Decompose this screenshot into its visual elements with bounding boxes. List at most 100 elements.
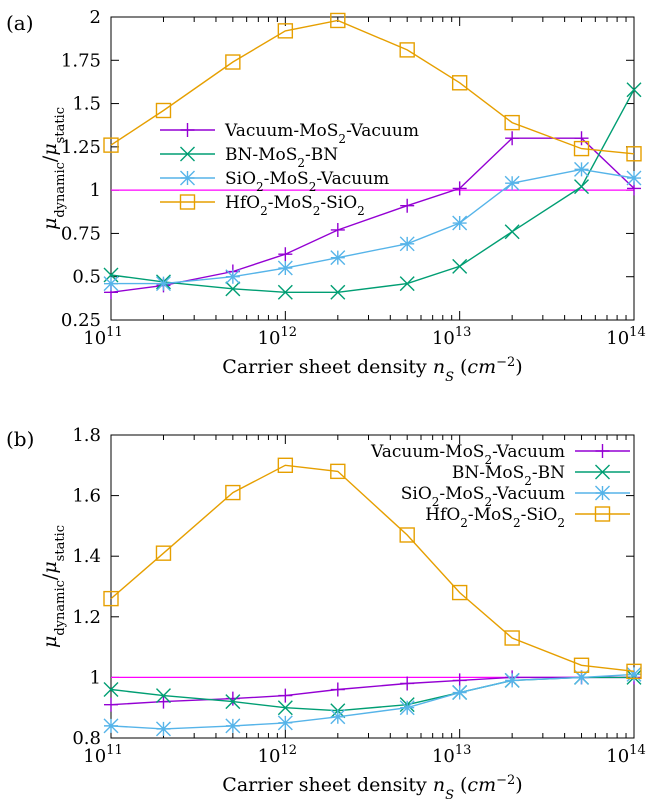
data-point xyxy=(225,691,240,706)
data-point xyxy=(330,284,346,300)
data-point xyxy=(278,688,293,703)
data-point xyxy=(225,281,241,297)
y-tick-label: 1.2 xyxy=(72,607,101,628)
y-tick-label: 0.8 xyxy=(72,728,101,749)
data-point xyxy=(504,114,520,131)
data-point xyxy=(399,276,415,292)
data-point xyxy=(626,146,642,162)
legend-label: SiO2-MoS2-Vacuum xyxy=(401,484,565,509)
legend-label: SiO2-MoS2-Vacuum xyxy=(225,169,389,194)
data-point xyxy=(156,694,171,709)
data-point xyxy=(330,250,346,266)
legend-label: Vacuum-MoS2-Vacuum xyxy=(370,442,565,467)
legend-label: HfO2-MoS2-SiO2 xyxy=(425,505,565,530)
plot-frame xyxy=(110,434,635,739)
data-point xyxy=(504,630,520,646)
y-tick-label: 1.4 xyxy=(72,546,101,567)
data-point xyxy=(103,590,119,607)
data-point xyxy=(155,276,171,292)
data-point xyxy=(277,260,293,276)
x-tick-label: 1013 xyxy=(432,325,471,349)
data-point xyxy=(155,721,171,737)
legend-label: Vacuum-MoS2-Vacuum xyxy=(224,121,419,146)
series-line xyxy=(110,137,635,293)
data-point xyxy=(504,672,520,688)
chart-panel-a: 0.25 0.5 0.75 1 1.25 1.5 1.75 2 1011 1012 1013 1014… xyxy=(6,7,646,385)
data-point xyxy=(225,718,241,734)
data-point xyxy=(399,236,415,252)
data-point xyxy=(225,54,241,70)
data-point xyxy=(104,697,118,712)
data-point xyxy=(330,12,346,29)
data-point xyxy=(574,669,590,685)
data-point xyxy=(573,140,590,157)
data-point xyxy=(330,682,345,697)
data-point xyxy=(103,276,119,292)
data-point xyxy=(278,247,293,262)
panel-label: (a) xyxy=(6,11,34,35)
x-tick-label: 1011 xyxy=(83,743,122,767)
y-tick-label: 1.6 xyxy=(72,486,101,507)
data-point xyxy=(626,663,642,680)
data-point xyxy=(277,23,294,39)
series-line xyxy=(110,464,635,672)
data-point xyxy=(225,484,241,501)
data-point xyxy=(277,284,293,300)
y-tick-label: 1.75 xyxy=(61,50,101,71)
data-point xyxy=(277,700,293,716)
data-point xyxy=(399,42,415,58)
legend-marker xyxy=(595,464,610,480)
y-tick-label: 1 xyxy=(90,667,101,688)
data-point xyxy=(573,657,590,673)
data-point xyxy=(505,131,520,146)
x-axis-label: Carrier sheet density nS (cm−2) xyxy=(222,355,522,385)
data-point xyxy=(451,75,468,91)
data-point xyxy=(626,666,642,682)
data-point xyxy=(452,181,467,196)
data-point xyxy=(400,198,415,213)
data-point xyxy=(155,688,171,704)
data-point xyxy=(452,673,467,688)
data-point xyxy=(103,682,119,698)
legend-marker xyxy=(180,146,195,162)
legend-label: HfO2-MoS2-SiO2 xyxy=(225,193,365,218)
data-point xyxy=(452,685,468,701)
legend-label: BN-MoS2-BN xyxy=(225,145,338,170)
x-tick-label: 1014 xyxy=(606,743,645,767)
y-tick-label: 1.25 xyxy=(61,137,101,158)
y-tick-label: 2 xyxy=(90,7,101,28)
plot-frame xyxy=(110,16,635,321)
panel-label: (b) xyxy=(6,427,34,451)
data-point xyxy=(330,463,346,480)
data-point xyxy=(400,676,415,691)
y-axis-label: μdynamic/μstatic xyxy=(39,525,68,648)
x-tick-label: 1014 xyxy=(606,325,645,349)
x-axis-label: Carrier sheet density nS (cm−2) xyxy=(222,773,522,802)
series-line xyxy=(110,673,635,730)
legend-marker xyxy=(179,194,196,210)
legend-marker xyxy=(180,123,195,137)
y-axis-label: μdynamic/μstatic xyxy=(39,107,68,230)
legend-marker xyxy=(595,444,610,458)
data-point xyxy=(504,224,520,240)
data-point xyxy=(277,715,293,731)
y-tick-label: 1.5 xyxy=(72,94,101,115)
data-point xyxy=(155,102,172,119)
data-point xyxy=(225,694,241,710)
data-point xyxy=(626,170,642,186)
x-tick-label: 1012 xyxy=(258,743,297,767)
y-tick-label: 0.25 xyxy=(61,310,101,331)
data-point xyxy=(504,175,520,191)
data-point xyxy=(574,131,589,146)
data-point xyxy=(330,222,345,237)
data-point xyxy=(452,258,468,274)
y-tick-label: 1.8 xyxy=(72,425,101,446)
data-point xyxy=(574,161,590,177)
data-point xyxy=(574,179,590,195)
x-tick-label: 1012 xyxy=(258,325,297,349)
data-point xyxy=(330,709,346,725)
data-point xyxy=(277,457,294,473)
series-line xyxy=(110,676,634,706)
data-point xyxy=(103,137,119,153)
